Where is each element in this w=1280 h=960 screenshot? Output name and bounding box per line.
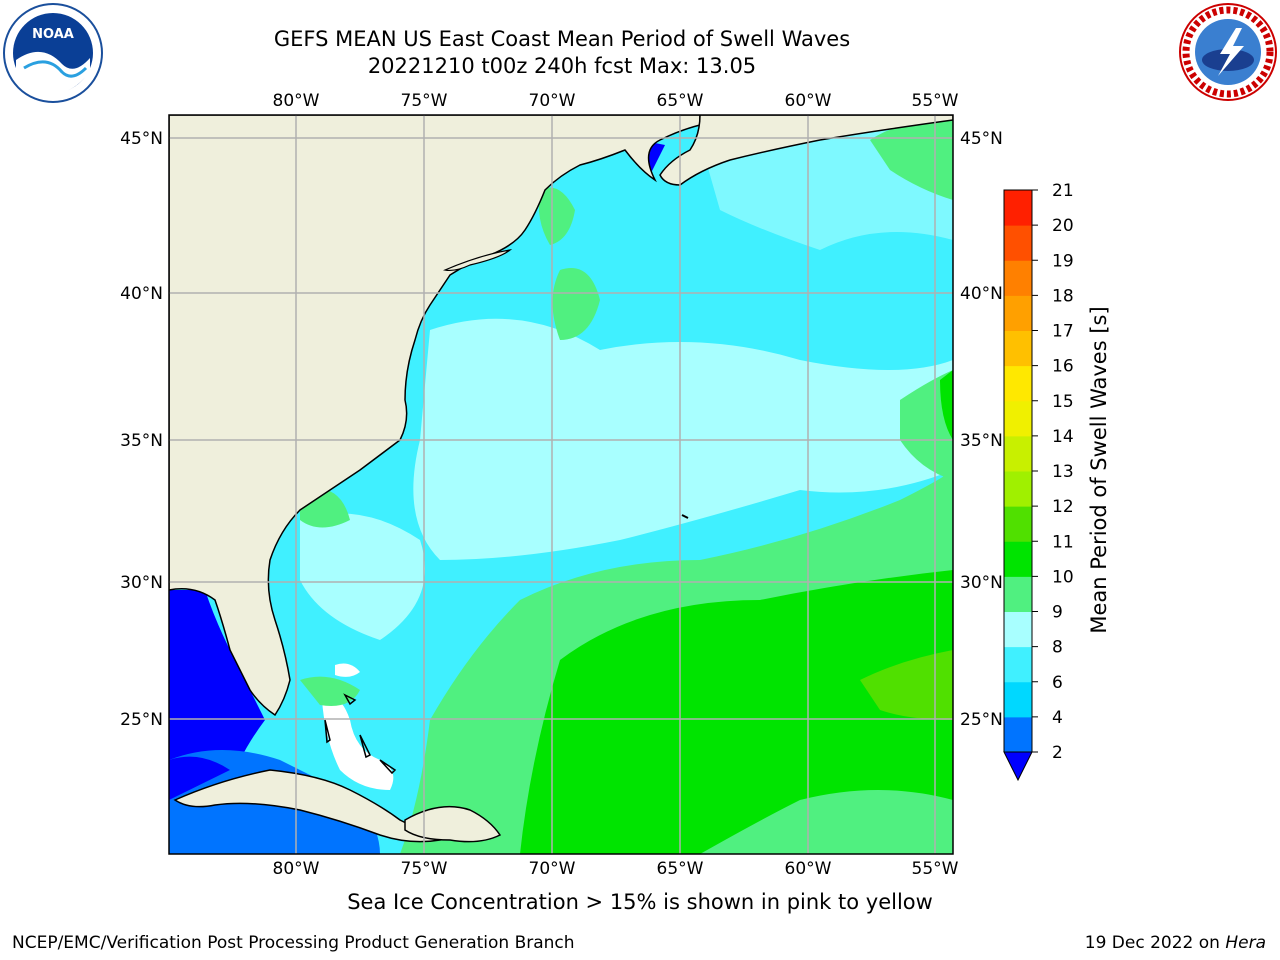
- colorbar-swatch: [1004, 541, 1032, 577]
- lat-tick-left: 45°N: [120, 129, 163, 149]
- colorbar-tick-label: 13: [1052, 462, 1074, 482]
- map-caption: Sea Ice Concentration > 15% is shown in …: [347, 890, 933, 914]
- noaa-logo-text: NOAA: [32, 27, 74, 42]
- land-bermuda: [681, 514, 689, 519]
- lon-tick-top: 60°W: [785, 91, 832, 111]
- colorbar-tick-label: 21: [1052, 181, 1074, 201]
- lon-tick-top: 70°W: [529, 91, 576, 111]
- field-11-12: [860, 650, 953, 720]
- colorbar-tick-label: 11: [1052, 532, 1074, 552]
- colorbar: [1003, 189, 1033, 782]
- map-title: GEFS MEAN US East Coast Mean Period of S…: [273, 27, 851, 51]
- colorbar-tick-label: 20: [1052, 216, 1074, 236]
- colorbar-label: Mean Period of Swell Waves [s]: [1087, 306, 1111, 633]
- colorbar-swatch: [1004, 611, 1032, 648]
- colorbar-ticks: 2 4 6 8 9 10 11 12 13 14 15 16 17 18 19 20 21: [1032, 181, 1074, 763]
- colorbar-tick-label: 6: [1052, 673, 1063, 693]
- bahama-bank-b: [335, 663, 360, 677]
- lat-tick-right: 25°N: [960, 710, 1003, 730]
- land-hispaniola: [404, 805, 502, 843]
- lat-tick-left: 30°N: [120, 573, 163, 593]
- noaa-logo-icon: NOAA: [3, 3, 103, 103]
- nws-logo-icon: [1179, 3, 1277, 101]
- colorbar-tick-label: 10: [1052, 567, 1074, 587]
- lon-tick-bottom: 80°W: [273, 859, 320, 879]
- colorbar-swatch: [1004, 400, 1032, 437]
- colorbar-tick-label: 14: [1052, 427, 1074, 447]
- map-field: [169, 115, 953, 854]
- footer-machine: Hera: [1225, 933, 1266, 953]
- colorbar-tick-label: 8: [1052, 638, 1063, 658]
- colorbar-tick-label: 4: [1052, 708, 1063, 728]
- gulf-under: [169, 590, 265, 790]
- gulf-under-b: [169, 756, 230, 800]
- lon-tick-top: 65°W: [657, 91, 704, 111]
- lon-tick-top: 75°W: [401, 91, 448, 111]
- footer-date-text: 19 Dec 2022 on: [1084, 933, 1226, 953]
- field-9-10c: [538, 187, 575, 245]
- colorbar-tick-label: 9: [1052, 603, 1063, 623]
- colorbar-swatch: [1004, 295, 1032, 331]
- lat-tick-left: 25°N: [120, 710, 163, 730]
- lat-tick-left: 35°N: [120, 431, 163, 451]
- lon-tick-bottom: 55°W: [912, 859, 959, 879]
- lon-tick-bottom: 70°W: [529, 859, 576, 879]
- lat-tick-left: 40°N: [120, 284, 163, 304]
- colorbar-swatch: [1004, 435, 1032, 472]
- colorbar-tick-label: 12: [1052, 497, 1074, 517]
- field-9-10d: [552, 268, 600, 340]
- colorbar-swatch: [1004, 365, 1032, 402]
- lat-tick-right: 40°N: [960, 284, 1003, 304]
- land-north-america: [169, 115, 701, 717]
- footer-credit: NCEP/EMC/Verification Post Processing Pr…: [12, 933, 575, 953]
- colorbar-swatch: [1004, 576, 1032, 612]
- field-10-11b: [940, 370, 953, 440]
- colorbar-swatch: [1004, 681, 1032, 718]
- colorbar-tick-label: 16: [1052, 357, 1074, 377]
- lon-tick-bottom: 65°W: [657, 859, 704, 879]
- lon-tick-top: 55°W: [912, 91, 959, 111]
- colorbar-tick-label: 15: [1052, 392, 1074, 412]
- footer-date: 19 Dec 2022 on Hera: [1085, 933, 1266, 953]
- colorbar-swatch: [1004, 190, 1032, 226]
- colorbar-under-arrow: [1003, 751, 1033, 782]
- colorbar-swatch: [1004, 260, 1032, 296]
- land-maritimes: [659, 115, 953, 186]
- colorbar-swatch: [1004, 716, 1032, 753]
- colorbar-tick-label: 19: [1052, 251, 1074, 271]
- colorbar-swatch: [1004, 330, 1032, 367]
- lat-tick-right: 30°N: [960, 573, 1003, 593]
- map-subtitle: 20221210 t00z 240h fcst Max: 13.05: [367, 54, 757, 78]
- field-10-11: [520, 570, 953, 854]
- lat-tick-right: 35°N: [960, 431, 1003, 451]
- colorbar-tick-label: 18: [1052, 286, 1074, 306]
- field-8-9b: [300, 513, 425, 640]
- colorbar-swatch: [1004, 506, 1032, 542]
- bahama-green: [300, 676, 360, 706]
- land-long-island: [442, 249, 513, 272]
- lon-tick-bottom: 75°W: [401, 859, 448, 879]
- colorbar-swatch: [1004, 225, 1032, 261]
- map-frame: [168, 114, 954, 855]
- lon-tick-bottom: 60°W: [785, 859, 832, 879]
- field-9-10b: [900, 370, 953, 480]
- land-bahamas: [324, 693, 397, 775]
- colorbar-tick-label: 17: [1052, 322, 1074, 342]
- lat-tick-right: 45°N: [960, 129, 1003, 149]
- colorbar-tick-label: 2: [1052, 743, 1063, 763]
- colorbar-swatch: [1004, 646, 1032, 683]
- lon-tick-top: 80°W: [273, 91, 320, 111]
- bahama-bank: [322, 697, 394, 790]
- grid-lines: [169, 115, 953, 854]
- colorbar-swatch: [1004, 471, 1032, 507]
